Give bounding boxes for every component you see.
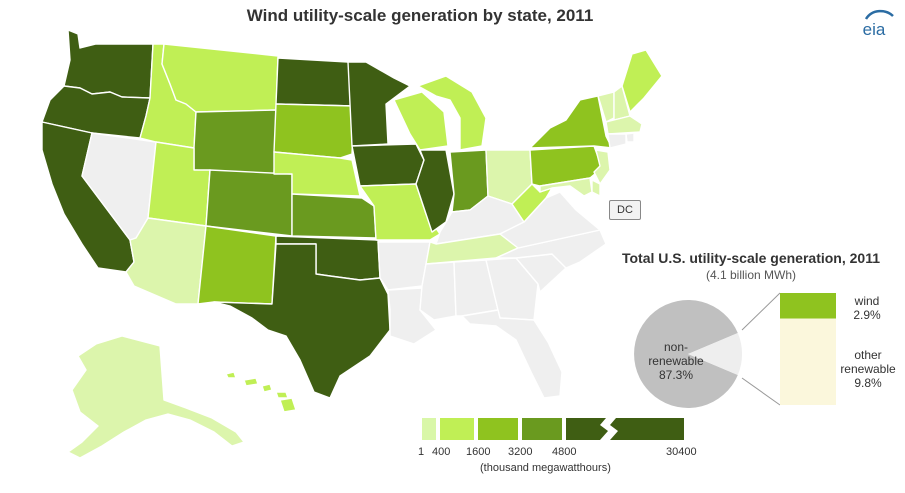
state-KS[interactable] [291,193,377,239]
hawaii-island-3 [261,383,273,393]
eia-logo-swoosh [864,9,894,20]
legend-tick-400: 400 [432,446,451,458]
legend-unit: (thousand megawatthours) [480,462,611,474]
state-IA[interactable] [351,143,425,187]
pie-label-non-renewable-line1: non- [663,340,689,354]
bar-segment-wind [780,293,836,319]
hawaii-island-1 [225,371,237,379]
bar-label-other-renewable-line2: renewable [840,362,896,376]
state-NC[interactable] [495,229,607,269]
state-ME[interactable] [621,49,663,113]
bar-label-wind-name: wind [854,294,880,308]
legend-bin-4 [522,418,562,440]
bar-label-other-renewable-line1: other [854,348,882,362]
state-CT[interactable] [607,133,627,149]
state-IL[interactable] [415,149,455,233]
legend-tick-1600: 1600 [466,446,491,458]
state-RI[interactable] [625,132,635,143]
state-AK[interactable] [67,335,245,459]
state-MI[interactable] [417,75,487,151]
state-SD[interactable] [273,103,355,159]
eia-logo-text: eia [863,20,886,39]
pie-connector-bottom [741,377,781,406]
state-MT[interactable] [161,43,279,113]
state-NM[interactable] [197,225,277,305]
state-MA[interactable] [605,115,643,135]
legend-tick-4800: 4800 [552,446,577,458]
bar-label-other-renewable: other renewable 9.8% [836,348,900,390]
legend-bin-5 [566,418,608,440]
legend-tick-1: 1 [418,446,425,458]
bar-label-other-renewable-value: 9.8% [854,376,882,390]
legend-bin-3 [478,418,518,440]
dc-callout[interactable]: DC [609,200,641,220]
state-WY[interactable] [193,109,277,175]
state-MD[interactable] [539,177,593,197]
state-HI[interactable] [225,371,297,413]
pie-label-non-renewable-value: 87.3% [658,368,694,382]
state-FL[interactable] [461,309,563,399]
legend-tick-3200: 3200 [508,446,533,458]
legend-bin-2 [440,418,474,440]
hawaii-island-4 [275,391,289,399]
generation-pie-chart [634,292,836,408]
legend [422,418,684,440]
legend-bin-6 [610,418,684,440]
state-PA[interactable] [529,145,603,187]
pie-slice-other-renewable [688,333,743,375]
legend-bin-1 [422,418,436,440]
eia-logo[interactable]: eia [852,6,896,40]
map-title: Wind utility-scale generation by state, … [246,6,594,25]
pie-chart-title: Total U.S. utility-scale generation, 201… [621,250,881,266]
state-NE[interactable] [273,151,361,197]
pie-label-non-renewable-line2: renewable [648,354,704,368]
bar-segment-other-renewable [780,318,836,405]
state-AR[interactable] [377,241,431,291]
pie-slice-non-renewable [634,300,738,408]
bar-label-wind-value: 2.9% [853,308,881,322]
state-WI[interactable] [393,91,449,151]
state-CO[interactable] [205,169,293,237]
state-MS[interactable] [419,261,457,321]
pie-label-non-renewable: non- renewable 87.3% [641,340,711,382]
state-ND[interactable] [275,57,355,107]
legend-tick-30400: 30400 [666,446,697,458]
pie-connector-top [741,292,781,331]
state-TX[interactable] [213,243,391,399]
hawaii-island-2 [243,377,259,387]
hawaii-island-5 [279,397,297,413]
bar-label-wind: wind 2.9% [842,294,892,322]
pie-chart-subtitle: (4.1 billion MWh) [705,268,797,282]
